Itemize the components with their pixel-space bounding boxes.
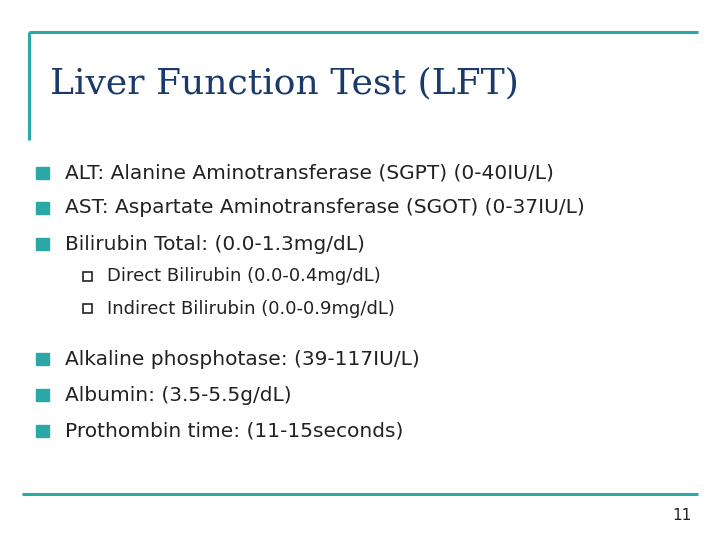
Text: ALT: Alanine Aminotransferase (SGPT) (0-40IU/L): ALT: Alanine Aminotransferase (SGPT) (0-… — [65, 163, 554, 183]
Bar — [36, 353, 49, 365]
Bar — [36, 425, 49, 437]
Text: Indirect Bilirubin (0.0-0.9mg/dL): Indirect Bilirubin (0.0-0.9mg/dL) — [107, 300, 395, 318]
Bar — [36, 167, 49, 179]
Text: Bilirubin Total: (0.0-1.3mg/dL): Bilirubin Total: (0.0-1.3mg/dL) — [65, 234, 364, 254]
Text: Alkaline phosphotase: (39-117IU/L): Alkaline phosphotase: (39-117IU/L) — [65, 349, 420, 369]
Text: 11: 11 — [672, 508, 691, 523]
Text: Direct Bilirubin (0.0-0.4mg/dL): Direct Bilirubin (0.0-0.4mg/dL) — [107, 267, 380, 286]
Bar — [36, 202, 49, 214]
Bar — [83, 272, 92, 281]
Text: Albumin: (3.5-5.5g/dL): Albumin: (3.5-5.5g/dL) — [65, 386, 292, 405]
Bar — [83, 304, 92, 313]
Text: Prothombin time: (11-15seconds): Prothombin time: (11-15seconds) — [65, 421, 403, 441]
Bar — [36, 238, 49, 250]
Text: AST: Aspartate Aminotransferase (SGOT) (0-37IU/L): AST: Aspartate Aminotransferase (SGOT) (… — [65, 198, 585, 218]
Bar — [36, 389, 49, 401]
Text: Liver Function Test (LFT): Liver Function Test (LFT) — [50, 67, 519, 100]
